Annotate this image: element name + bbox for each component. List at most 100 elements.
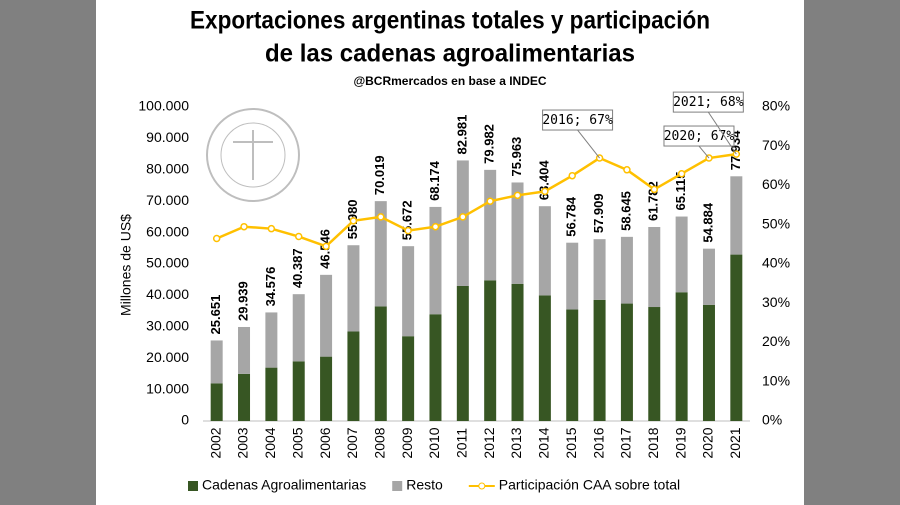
total-label: 34.576 <box>263 267 278 307</box>
x-tick-label: 2020 <box>700 427 716 458</box>
bar-segment <box>238 373 251 421</box>
x-tick-label: 2015 <box>563 427 579 458</box>
total-label: 70.019 <box>372 155 387 195</box>
annotation-leader <box>698 145 710 159</box>
bar-segment <box>347 245 360 332</box>
x-tick-label: 2014 <box>536 427 552 458</box>
bar-segment <box>292 361 305 421</box>
y-tick-label: 30.000 <box>146 318 189 334</box>
x-tick-label: 2002 <box>207 427 223 458</box>
annotation-box <box>672 91 744 113</box>
bar-segment <box>429 314 442 421</box>
legend-swatch <box>478 482 486 490</box>
y-tick-label: 10.000 <box>146 380 189 396</box>
line-marker <box>212 234 221 243</box>
bar-segment <box>566 242 579 310</box>
x-tick-label: 2016 <box>590 427 606 458</box>
x-tick-label: 2010 <box>426 427 442 458</box>
total-label: 54.884 <box>700 202 715 243</box>
bar-segment <box>320 356 333 421</box>
bar-segment <box>265 367 278 421</box>
y-tick-label: 0 <box>181 412 189 428</box>
line-marker <box>322 242 330 251</box>
bar-segment <box>511 182 524 284</box>
x-tick-label: 2006 <box>317 427 333 458</box>
total-label: 57.909 <box>591 193 606 233</box>
legend-label: Resto <box>406 477 443 493</box>
bar-segment <box>511 283 524 421</box>
line-marker <box>568 171 576 180</box>
line-marker <box>431 222 440 231</box>
annotation-leader <box>577 129 600 159</box>
total-label: 68.174 <box>427 160 442 201</box>
legend-label: Participación CAA sobre total <box>499 477 680 493</box>
line-marker <box>294 232 303 241</box>
y2-tick-label: 40% <box>762 255 790 271</box>
annotation-leader <box>707 111 737 155</box>
bar-segment <box>402 336 415 421</box>
y-tick-label: 20.000 <box>146 349 189 365</box>
total-label: 65.115 <box>673 171 688 210</box>
annotation-text: 2021; 68% <box>673 95 744 110</box>
x-tick-label: 2009 <box>399 427 415 458</box>
y-tick-label: 60.000 <box>146 223 189 239</box>
annotation-text: 2016; 67% <box>542 113 613 128</box>
line-marker <box>650 185 659 194</box>
y2-tick-label: 10% <box>762 372 790 388</box>
bar-segment <box>593 239 606 300</box>
bar-segment <box>210 383 223 421</box>
x-tick-label: 2012 <box>481 427 497 458</box>
bar-segment <box>620 303 633 421</box>
total-label: 56.784 <box>564 196 579 237</box>
total-label: 58.645 <box>618 191 633 231</box>
line-marker <box>541 187 549 196</box>
total-label: 75.963 <box>509 137 524 177</box>
total-label: 40.387 <box>290 248 305 288</box>
x-tick-label: 2005 <box>289 427 305 458</box>
y2-tick-label: 60% <box>762 176 790 192</box>
bar-segment <box>648 227 661 308</box>
total-label: 29.939 <box>235 281 250 321</box>
y-tick-label: 70.000 <box>146 192 189 208</box>
bar-segment <box>675 292 688 421</box>
y2-tick-label: 20% <box>762 333 790 349</box>
y-tick-label: 50.000 <box>146 255 189 271</box>
x-tick-label: 2007 <box>344 427 360 458</box>
y-tick-label: 40.000 <box>146 286 189 302</box>
y2-tick-label: 80% <box>762 98 790 114</box>
bar-segment <box>374 201 387 307</box>
logo <box>206 108 300 202</box>
bar-segment <box>320 274 333 357</box>
total-label: 82.981 <box>454 115 469 155</box>
bar-segment <box>566 309 579 421</box>
annotation: 2021; 68% <box>672 91 744 155</box>
bar-segment <box>538 295 551 421</box>
total-label: 25.651 <box>208 295 223 335</box>
y2-tick-label: 30% <box>762 294 790 310</box>
bar-segment <box>538 206 551 296</box>
bar-segment <box>374 306 387 421</box>
x-tick-label: 2004 <box>262 427 278 458</box>
bar-segment <box>484 280 497 421</box>
line-marker <box>349 217 358 225</box>
x-tick-label: 2017 <box>618 427 634 458</box>
bar-segment <box>292 294 305 362</box>
bar-segment <box>429 206 442 315</box>
y-tick-label: 100.000 <box>138 98 189 114</box>
annotation-text: 2020; 67% <box>664 129 735 144</box>
line <box>216 152 737 248</box>
line-marker <box>623 166 631 174</box>
annotation-box <box>542 109 614 131</box>
bar-segment <box>238 326 251 374</box>
bar-segment <box>702 248 715 305</box>
y-axis-title: Millones de US$ <box>118 214 134 316</box>
x-tick-label: 2011 <box>454 428 470 458</box>
x-tick-label: 2018 <box>645 427 661 458</box>
bar-segment <box>648 307 661 421</box>
y2-tick-label: 0% <box>762 412 782 428</box>
chart-title: Exportaciones argentinas totales y parti… <box>190 7 710 35</box>
bar-segment <box>730 254 743 421</box>
bar-segment <box>484 169 497 281</box>
chart-title: de las cadenas agroalimentarias <box>265 40 635 68</box>
